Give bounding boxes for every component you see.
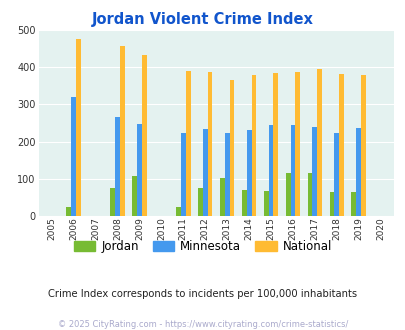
Bar (220, 178, 224, 216)
Bar (115, 117, 119, 216)
Bar (224, 133, 229, 216)
Bar (307, 173, 312, 216)
Bar (198, 188, 202, 216)
Bar (181, 133, 185, 216)
Bar (290, 125, 294, 216)
Bar (207, 72, 212, 216)
Bar (316, 69, 321, 216)
Bar (339, 75, 343, 216)
Bar (119, 46, 124, 216)
Bar (71, 97, 76, 216)
Bar (268, 125, 273, 216)
Bar (185, 72, 190, 216)
Text: Jordan Violent Crime Index: Jordan Violent Crime Index (92, 12, 313, 26)
Bar (137, 124, 141, 216)
Bar (351, 192, 356, 216)
Bar (141, 55, 146, 216)
Bar (246, 130, 251, 216)
Bar (294, 72, 299, 216)
Bar (285, 173, 290, 216)
Bar (132, 176, 137, 216)
Bar (263, 191, 268, 216)
Bar (176, 207, 181, 216)
Bar (229, 80, 234, 216)
Bar (356, 128, 360, 216)
Bar (312, 127, 316, 216)
Bar (329, 192, 334, 216)
Text: © 2025 CityRating.com - https://www.cityrating.com/crime-statistics/: © 2025 CityRating.com - https://www.city… (58, 320, 347, 329)
Bar (360, 75, 365, 216)
Bar (334, 133, 339, 216)
Bar (251, 75, 256, 216)
Bar (76, 39, 81, 216)
Legend: Jordan, Minnesota, National: Jordan, Minnesota, National (69, 235, 336, 258)
Bar (110, 188, 115, 216)
Bar (241, 190, 246, 216)
Text: Crime Index corresponds to incidents per 100,000 inhabitants: Crime Index corresponds to incidents per… (48, 289, 357, 299)
Bar (202, 129, 207, 216)
Bar (273, 73, 277, 216)
Bar (66, 207, 71, 216)
